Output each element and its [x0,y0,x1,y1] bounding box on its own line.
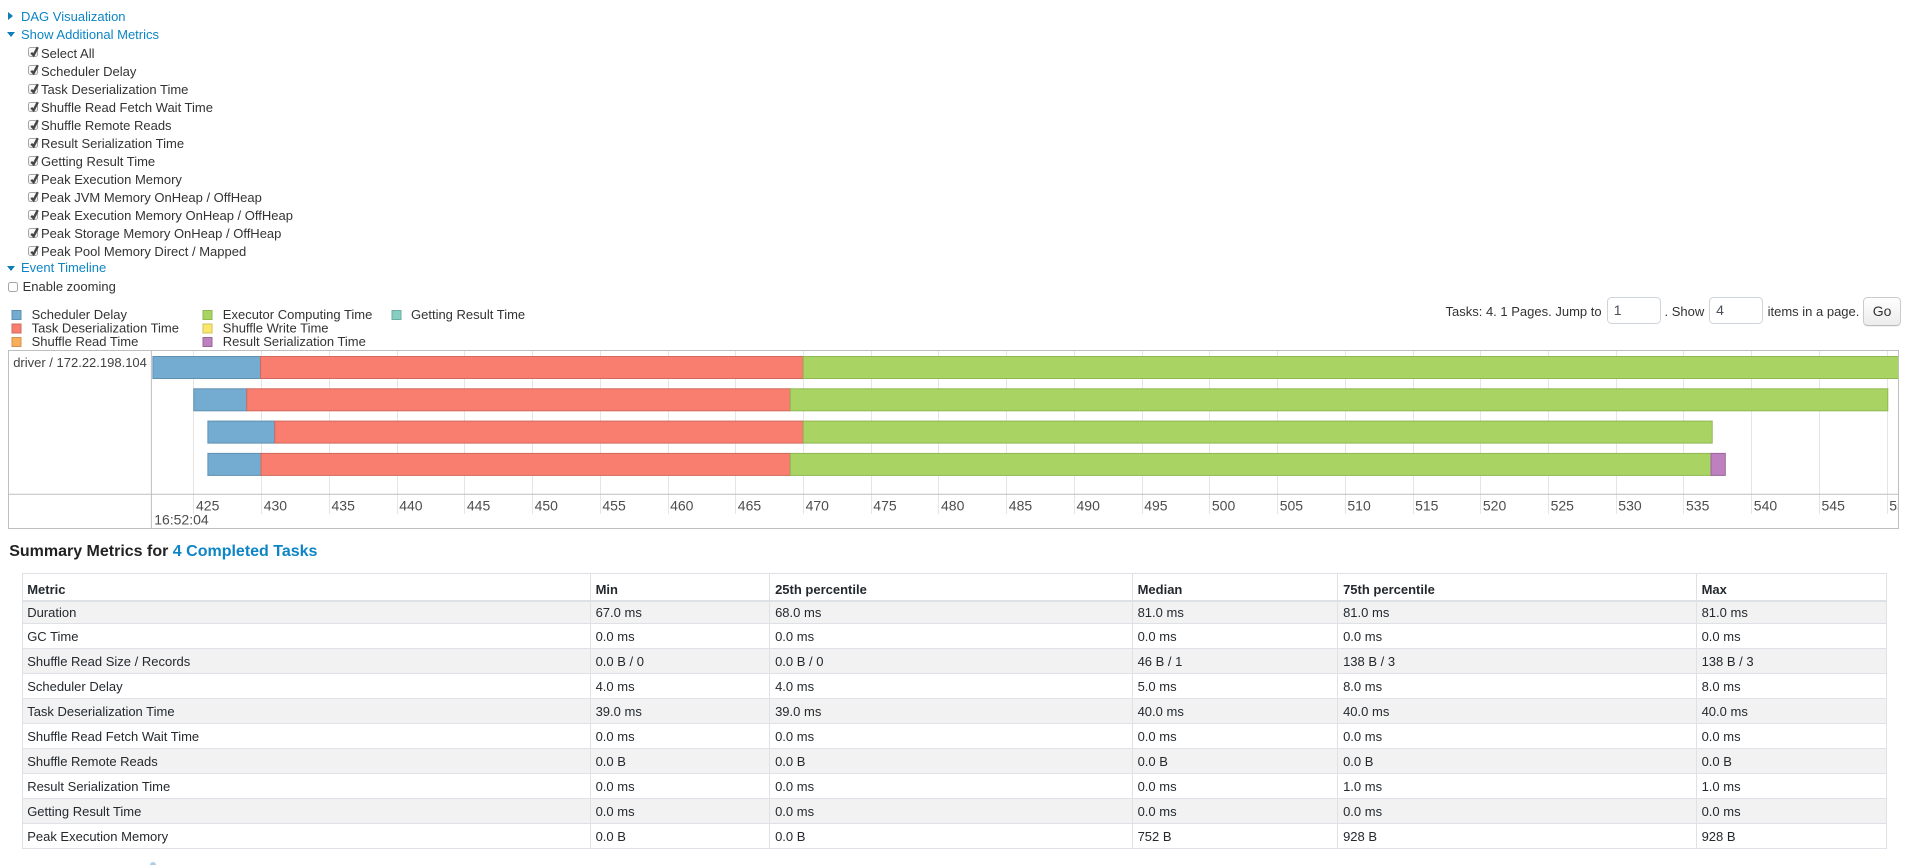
svg-text:Task Deserialization Time: Task Deserialization Time [32,321,179,336]
svg-text:425: 425 [196,498,220,514]
svg-text:520: 520 [1483,498,1507,514]
svg-text:550: 550 [1889,498,1899,514]
svg-text:450: 450 [535,498,559,514]
svg-text:540: 540 [1754,498,1778,514]
svg-text:460: 460 [670,498,694,514]
svg-text:driver / 172.22.198.104: driver / 172.22.198.104 [13,355,147,370]
svg-text:Shuffle Read Time: Shuffle Read Time [32,334,139,349]
svg-text:Getting Result Time: Getting Result Time [411,307,525,322]
svg-text:440: 440 [399,498,423,514]
svg-text:Executor Computing Time: Executor Computing Time [223,307,373,322]
svg-text:490: 490 [1077,498,1101,514]
svg-text:505: 505 [1280,498,1304,514]
svg-text:Shuffle Write Time: Shuffle Write Time [223,321,329,336]
svg-text:480: 480 [941,498,965,514]
svg-text:455: 455 [602,498,626,514]
svg-text:510: 510 [1347,498,1371,514]
svg-text:500: 500 [1212,498,1236,514]
svg-text:535: 535 [1686,498,1710,514]
svg-text:Result Serialization Time: Result Serialization Time [223,334,366,349]
svg-text:525: 525 [1551,498,1575,514]
svg-text:465: 465 [738,498,762,514]
svg-text:475: 475 [873,498,897,514]
svg-text:435: 435 [332,498,356,514]
svg-text:545: 545 [1822,498,1846,514]
svg-text:Scheduler Delay: Scheduler Delay [32,307,128,322]
svg-text:430: 430 [264,498,288,514]
svg-text:495: 495 [1144,498,1168,514]
svg-text:470: 470 [806,498,830,514]
svg-text:530: 530 [1618,498,1642,514]
svg-text:16:52:04: 16:52:04 [154,512,209,528]
svg-text:445: 445 [467,498,491,514]
svg-text:515: 515 [1415,498,1439,514]
svg-text:485: 485 [1009,498,1033,514]
